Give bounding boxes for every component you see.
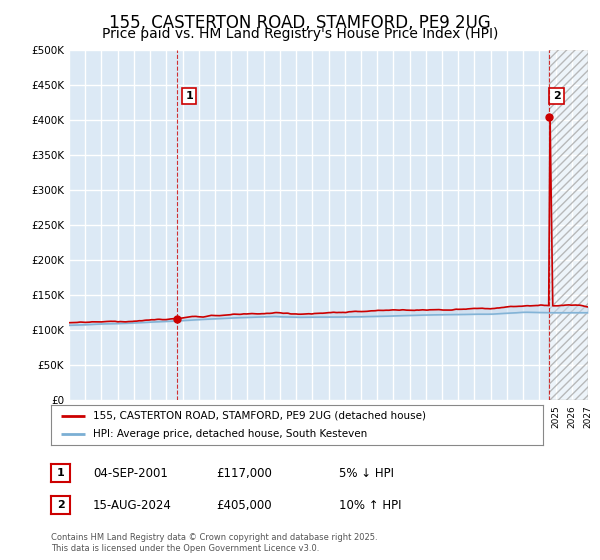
Text: 155, CASTERTON ROAD, STAMFORD, PE9 2UG (detached house): 155, CASTERTON ROAD, STAMFORD, PE9 2UG (…: [93, 411, 426, 421]
Text: Contains HM Land Registry data © Crown copyright and database right 2025.
This d: Contains HM Land Registry data © Crown c…: [51, 533, 377, 553]
Text: Price paid vs. HM Land Registry's House Price Index (HPI): Price paid vs. HM Land Registry's House …: [102, 27, 498, 41]
Text: 1: 1: [57, 468, 64, 478]
Text: £405,000: £405,000: [216, 498, 272, 512]
Text: HPI: Average price, detached house, South Kesteven: HPI: Average price, detached house, Sout…: [93, 430, 367, 439]
Text: 2: 2: [57, 500, 64, 510]
Text: £117,000: £117,000: [216, 466, 272, 480]
Text: 10% ↑ HPI: 10% ↑ HPI: [339, 498, 401, 512]
Bar: [550, 50, 588, 400]
Text: 155, CASTERTON ROAD, STAMFORD, PE9 2UG: 155, CASTERTON ROAD, STAMFORD, PE9 2UG: [109, 14, 491, 32]
Text: 2: 2: [553, 91, 560, 101]
Text: 5% ↓ HPI: 5% ↓ HPI: [339, 466, 394, 480]
Bar: [550, 50, 588, 400]
Text: 04-SEP-2001: 04-SEP-2001: [93, 466, 168, 480]
Text: 15-AUG-2024: 15-AUG-2024: [93, 498, 172, 512]
Text: 1: 1: [185, 91, 193, 101]
